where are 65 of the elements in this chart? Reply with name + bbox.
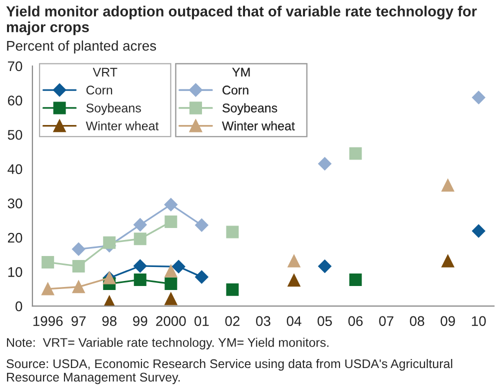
point — [288, 274, 300, 287]
y-tick-label: 0 — [16, 301, 22, 312]
point — [442, 179, 454, 192]
point — [442, 254, 454, 268]
point — [72, 260, 85, 273]
point — [42, 256, 54, 268]
x-tick-label: 08 — [410, 316, 424, 326]
x-tick-label: 2000 — [156, 316, 186, 326]
y-tick-label: 60 — [8, 96, 22, 106]
point — [164, 264, 178, 278]
point — [472, 90, 486, 104]
point — [164, 198, 178, 212]
point — [349, 273, 362, 286]
point — [134, 273, 146, 286]
point — [172, 260, 186, 274]
point — [164, 278, 178, 290]
y-tick-label: 70 — [8, 61, 22, 72]
y-tick-label: 10 — [8, 267, 22, 277]
y-tick-label: 50 — [8, 130, 22, 140]
legend-label: Soybeans — [222, 103, 278, 115]
y-tick-label: 30 — [8, 198, 22, 208]
point — [134, 259, 147, 273]
point — [288, 254, 300, 268]
legend-label: Soybeans — [86, 103, 141, 115]
legend-label: Winter wheat — [86, 121, 159, 130]
chart-title: Yield monitor adoption outpaced that of variable rate technology for major crops — [6, 6, 477, 36]
legend-label: Corn — [86, 86, 112, 95]
y-tick-label: 40 — [8, 164, 22, 174]
x-tick-label: 09 — [440, 316, 455, 326]
text: YM — [232, 68, 250, 77]
point — [134, 232, 146, 246]
text: VRT — [92, 68, 118, 77]
x-tick-label: 06 — [348, 316, 363, 326]
point — [164, 215, 178, 228]
point — [318, 157, 332, 170]
x-tick-label: 01 — [194, 316, 209, 326]
x-tick-label: 03 — [256, 316, 270, 326]
x-tick-label: 99 — [133, 316, 148, 326]
point — [195, 218, 208, 232]
x-tick-label: 1996 — [33, 316, 63, 326]
point — [318, 260, 332, 273]
legend-label: Corn — [222, 86, 248, 95]
point — [349, 147, 362, 160]
point — [72, 280, 85, 294]
text: Note: VRT= Variable rate technology. YM= Yield monitors. — [7, 338, 328, 350]
point — [226, 283, 239, 296]
point — [164, 292, 178, 306]
point — [72, 242, 86, 256]
x-tick-label: 02 — [225, 316, 240, 326]
point — [42, 282, 54, 296]
x-tick-label: 04 — [286, 316, 302, 326]
x-tick-label: 98 — [102, 316, 116, 326]
y-tick-label: 20 — [8, 232, 22, 243]
point — [134, 218, 147, 232]
point — [226, 226, 239, 238]
y-axis-title: Percent of planted acres — [7, 40, 156, 54]
x-tick-label: 97 — [72, 316, 86, 326]
x-tick-label: 05 — [318, 316, 332, 326]
point — [472, 224, 486, 238]
legend-label: Winter wheat — [222, 121, 295, 130]
source-note: Source: USDA, Economic Research Service using data from USDA's Agricultural Resource Management Survey. — [6, 358, 452, 384]
x-tick-label: 10 — [472, 316, 486, 326]
point — [195, 270, 208, 284]
x-tick-label: 07 — [379, 316, 394, 326]
point — [103, 236, 116, 249]
